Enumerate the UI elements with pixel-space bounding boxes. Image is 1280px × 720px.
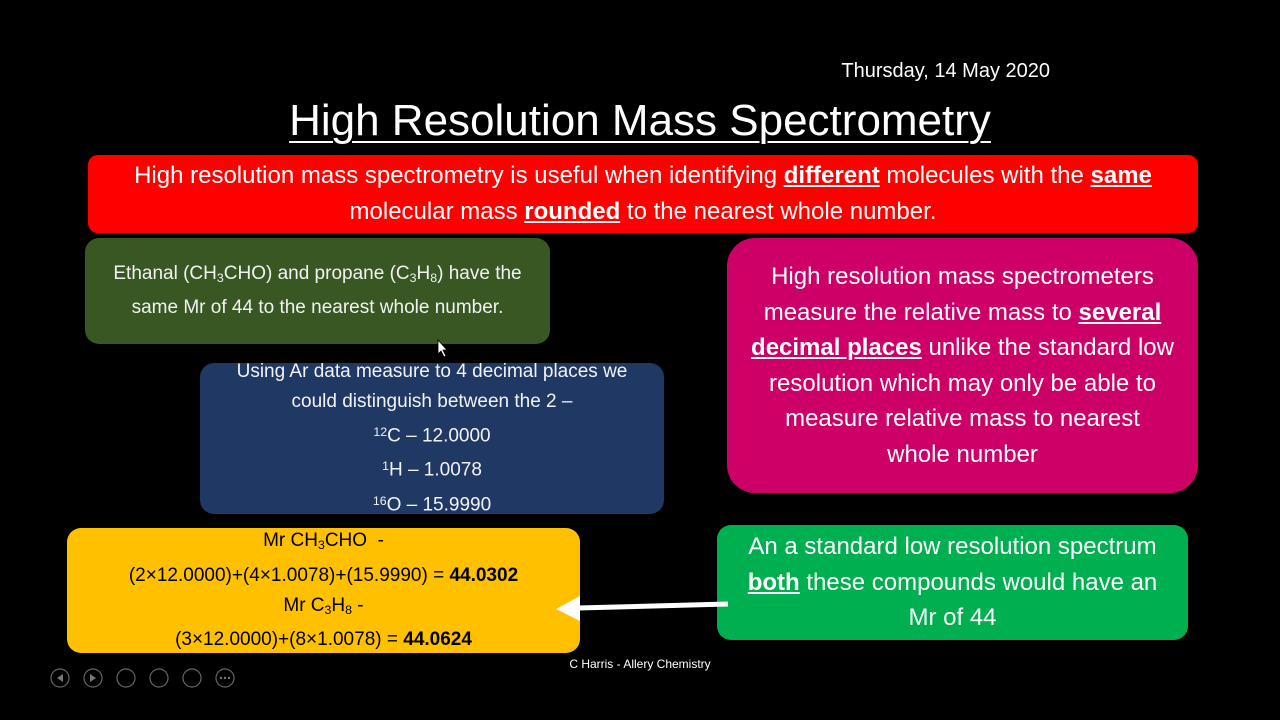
text: Using Ar data measure to 4 decimal place… <box>236 360 628 412</box>
mass-number: 12 <box>373 424 388 439</box>
emphasis: both <box>747 568 800 596</box>
pen-button[interactable] <box>116 668 136 688</box>
text: H <box>331 594 346 616</box>
text: High resolution mass spectrometry is use… <box>134 162 784 189</box>
text: High resolution mass spectrometers measu… <box>763 263 1154 326</box>
result: 44.0302 <box>449 564 519 586</box>
magenta-box: High resolution mass spectrometers measu… <box>727 238 1198 493</box>
text: - <box>352 594 364 616</box>
text: Mr CH <box>263 530 318 552</box>
emphasis: different <box>783 162 880 189</box>
slides-button[interactable] <box>149 668 169 688</box>
green2-box: An a standard low resolution spectrum bo… <box>717 525 1188 640</box>
text: these compounds would have an Mr of 44 <box>799 568 1158 632</box>
text: H <box>416 262 431 284</box>
subscript: 3 <box>324 602 332 617</box>
text: CHO) and propane (C <box>223 262 410 284</box>
result: 44.0624 <box>403 628 472 650</box>
subscript: 3 <box>317 538 325 553</box>
emphasis: same <box>1090 162 1152 189</box>
prev-button[interactable] <box>50 668 70 688</box>
text: molecules with the <box>879 162 1091 189</box>
text: Ethanal (CH <box>113 262 217 284</box>
text: C – 12.0000 <box>387 425 491 447</box>
subscript: 8 <box>430 271 438 286</box>
title: High Resolution Mass Spectrometry <box>289 96 991 145</box>
subscript: 3 <box>216 271 224 286</box>
text: ) have the same Mr of 44 to the nearest … <box>131 262 522 319</box>
text: H – 1.0078 <box>388 459 482 481</box>
text: Mr C <box>283 594 325 616</box>
subscript: 8 <box>345 602 353 617</box>
blue-box: Using Ar data measure to 4 decimal place… <box>200 361 664 516</box>
text: to the nearest whole number. <box>620 198 937 225</box>
yellow-box: Mr CH3CHO - (2×12.0000)+(4×1.0078)+(15.9… <box>67 528 580 653</box>
arrow-line <box>577 601 729 611</box>
next-button[interactable] <box>83 668 103 688</box>
more-button[interactable] <box>215 668 235 688</box>
green-box: Ethanal (CH3CHO) and propane (C3H8) have… <box>85 238 550 344</box>
emphasis: several decimal places <box>751 298 1162 362</box>
mass-number: 1 <box>382 459 389 474</box>
footer: C Harris - Allery Chemistry <box>569 657 711 671</box>
emphasis: rounded <box>524 198 621 225</box>
text: (2×12.0000)+(4×1.0078)+(15.9990) = <box>128 564 450 586</box>
icon <box>223 676 227 680</box>
red-box: High resolution mass spectrometry is use… <box>88 155 1198 233</box>
text: unlike the standard low resolution which… <box>769 334 1174 468</box>
text: CHO - <box>324 530 384 552</box>
text: An a standard low resolution spectrum <box>748 533 1157 561</box>
date: Thursday, 14 May 2020 <box>841 60 1050 82</box>
mass-number: 16 <box>372 493 387 508</box>
zoom-button[interactable] <box>182 668 202 688</box>
icon <box>57 674 63 682</box>
text: O – 15.9990 <box>386 494 492 516</box>
text: (3×12.0000)+(8×1.0078) = <box>175 628 404 650</box>
icon <box>227 676 231 680</box>
subscript: 3 <box>409 271 417 286</box>
icon <box>90 674 96 682</box>
text: molecular mass <box>349 198 525 225</box>
icon <box>219 676 223 680</box>
